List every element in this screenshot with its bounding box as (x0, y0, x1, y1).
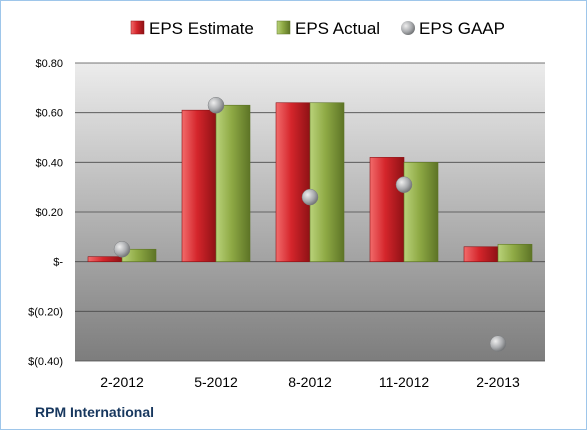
legend: EPS Estimate EPS Actual EPS GAAP (130, 19, 505, 38)
legend-item-actual: EPS Actual (276, 19, 380, 38)
y-tick-label: $(0.20) (28, 306, 63, 318)
estimate-bar (181, 109, 217, 262)
legend-swatch-actual (276, 20, 291, 35)
gaap-marker (301, 188, 319, 206)
company-label: RPM International (35, 404, 154, 420)
actual-bar (309, 102, 345, 262)
actual-bar (215, 104, 251, 262)
legend-swatch-estimate (130, 20, 145, 35)
gaap-marker (207, 96, 225, 114)
x-tick-label: 11-2012 (379, 374, 430, 390)
x-tick-label: 2-2013 (476, 374, 520, 390)
y-axis-ticks: $0.80 $0.60 $0.40 $0.20 $- $(0.20) $(0.40) (28, 58, 63, 368)
y-tick-label: $- (53, 257, 63, 269)
estimate-bar (87, 256, 123, 262)
actual-bar (403, 162, 439, 262)
legend-swatch-gaap (401, 21, 415, 35)
legend-item-gaap: EPS GAAP (401, 19, 505, 38)
estimate-bar (275, 102, 311, 262)
y-tick-label: $0.40 (35, 157, 63, 169)
actual-bar (497, 243, 533, 262)
x-tick-label: 8-2012 (288, 374, 332, 390)
legend-item-estimate: EPS Estimate (130, 19, 254, 38)
legend-label-actual: EPS Actual (295, 19, 380, 38)
x-tick-label: 2-2012 (100, 374, 144, 390)
x-tick-label: 5-2012 (194, 374, 238, 390)
legend-label-gaap: EPS GAAP (419, 19, 505, 38)
gaap-markers (113, 96, 507, 352)
estimate-bar (369, 157, 405, 262)
y-tick-label: $0.60 (35, 108, 63, 120)
y-tick-label: $0.20 (35, 207, 63, 219)
bars (87, 102, 533, 262)
y-tick-label: $0.80 (35, 58, 63, 70)
x-axis-ticks: 2-2012 5-2012 8-2012 11-2012 2-2013 (100, 374, 520, 390)
y-tick-label: $(0.40) (28, 356, 63, 368)
legend-label-estimate: EPS Estimate (149, 19, 254, 38)
gaap-marker (395, 176, 413, 193)
gaap-marker (489, 335, 507, 352)
estimate-bar (463, 246, 499, 262)
gaap-marker (113, 241, 131, 258)
